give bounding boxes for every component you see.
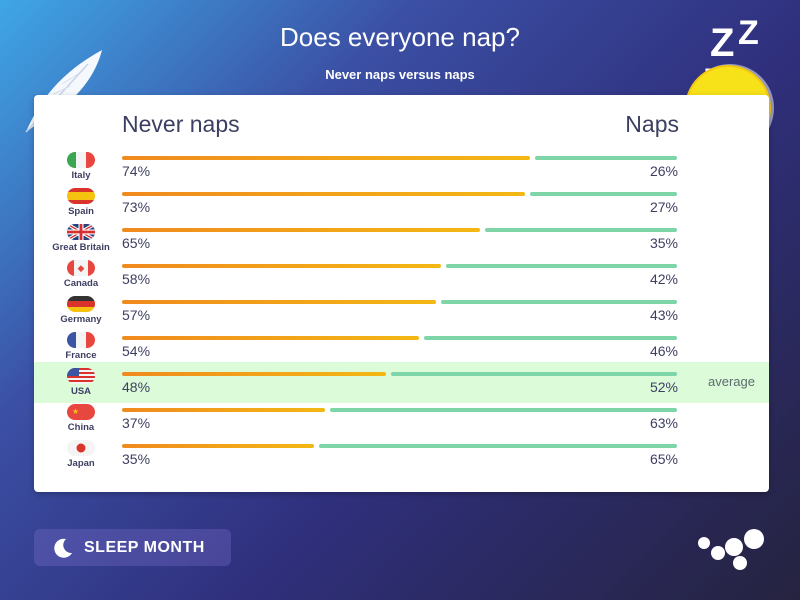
table-row: France 54% 46% xyxy=(34,332,769,368)
sleep-month-badge: SLEEP MONTH xyxy=(34,529,231,566)
italy-flag-icon xyxy=(67,152,95,168)
naps-value: 46% xyxy=(649,343,678,359)
great-britain-flag-icon xyxy=(67,224,95,240)
naps-header: Naps xyxy=(625,111,679,137)
naps-bar xyxy=(446,264,677,268)
table-row: USA 48% 52% xyxy=(34,368,769,404)
never-naps-value: 54% xyxy=(122,343,151,359)
never-naps-value: 37% xyxy=(122,415,151,431)
france-flag-icon xyxy=(67,332,95,348)
naps-value: 42% xyxy=(649,271,678,287)
spain-flag-icon xyxy=(67,188,95,204)
category-label: Great Britain xyxy=(52,242,110,253)
never-naps-bar xyxy=(122,336,420,340)
naps-value: 52% xyxy=(649,379,678,395)
naps-bar xyxy=(424,336,677,340)
table-row: Spain 73% 27% xyxy=(34,188,769,224)
never-naps-value: 48% xyxy=(122,379,151,395)
category-label: USA xyxy=(70,386,92,397)
svg-text:Z: Z xyxy=(710,21,734,65)
never-naps-bar xyxy=(122,408,325,412)
table-row: Italy 74% 26% xyxy=(34,152,769,188)
page-subtitle: Never naps versus naps xyxy=(325,67,475,82)
never-naps-bar xyxy=(122,192,525,196)
naps-bar xyxy=(535,156,677,160)
category-label: Spain xyxy=(68,206,94,217)
category-label: Canada xyxy=(63,278,99,289)
naps-value: 63% xyxy=(649,415,678,431)
average-label: average xyxy=(708,374,755,389)
badge-label: SLEEP MONTH xyxy=(84,538,205,556)
canada-flag-icon: ◆ xyxy=(67,260,95,276)
never-naps-value: 57% xyxy=(122,307,151,323)
table-row: ◆ Canada 58% 42% xyxy=(34,260,769,296)
naps-bar xyxy=(318,444,677,448)
usa-flag-icon xyxy=(67,368,95,384)
never-naps-bar xyxy=(122,300,436,304)
chart-card: Never naps Naps average Italy 74% 26% Sp… xyxy=(34,95,769,492)
brand-logo-icon xyxy=(698,529,764,570)
never-naps-value: 74% xyxy=(122,163,151,179)
never-naps-value: 65% xyxy=(122,235,151,251)
category-label: Japan xyxy=(67,458,95,469)
category-label: Germany xyxy=(60,314,102,325)
table-row: Great Britain 65% 35% xyxy=(34,224,769,260)
china-flag-icon: ★ xyxy=(67,404,95,420)
japan-flag-icon xyxy=(67,440,95,456)
naps-bar xyxy=(440,300,677,304)
never-naps-value: 58% xyxy=(122,271,151,287)
naps-bar xyxy=(390,372,677,376)
never-naps-bar xyxy=(122,444,314,448)
naps-value: 27% xyxy=(649,199,678,215)
moon-icon xyxy=(54,538,72,558)
never-naps-bar xyxy=(122,228,481,232)
naps-value: 35% xyxy=(649,235,678,251)
naps-value: 65% xyxy=(649,451,678,467)
never-naps-value: 73% xyxy=(122,199,151,215)
table-row: Japan 35% 65% xyxy=(34,440,769,476)
naps-bar xyxy=(529,192,677,196)
naps-value: 43% xyxy=(649,307,678,323)
never-naps-header: Never naps xyxy=(122,111,240,137)
naps-bar xyxy=(329,408,677,412)
table-row: ★ China 37% 63% xyxy=(34,404,769,440)
never-naps-bar xyxy=(122,372,386,376)
svg-text:Z: Z xyxy=(738,14,759,52)
naps-value: 26% xyxy=(649,163,678,179)
germany-flag-icon xyxy=(67,296,95,312)
table-row: Germany 57% 43% xyxy=(34,296,769,332)
never-naps-bar xyxy=(122,264,442,268)
page-title: Does everyone nap? xyxy=(280,22,520,52)
never-naps-value: 35% xyxy=(122,451,151,467)
average-highlight-band xyxy=(34,362,769,403)
category-label: China xyxy=(67,422,95,433)
never-naps-bar xyxy=(122,156,531,160)
category-label: France xyxy=(65,350,97,361)
category-label: Italy xyxy=(71,170,91,181)
naps-bar xyxy=(485,228,677,232)
